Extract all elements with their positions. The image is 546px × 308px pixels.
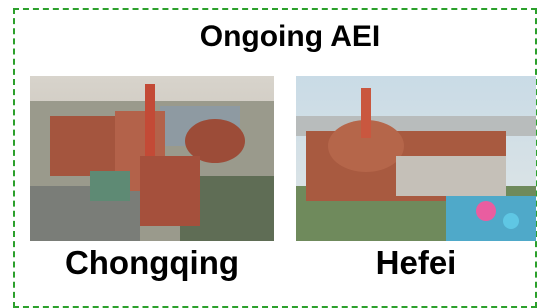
chongqing-photo (30, 76, 274, 241)
page: Ongoing AEI Chongqing Hefei (() => { con… (0, 0, 546, 297)
photo-label: Hefei (296, 244, 536, 282)
hefei-photo (296, 76, 536, 241)
title: Ongoing AEI (0, 20, 546, 54)
photo-label: Chongqing (30, 244, 274, 282)
